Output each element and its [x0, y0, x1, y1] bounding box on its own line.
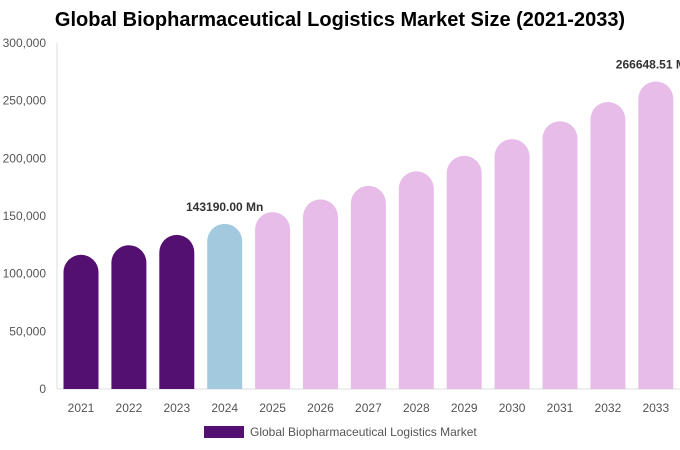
bar-2023 — [159, 234, 195, 389]
x-tick-label: 2032 — [595, 401, 622, 415]
bar-2033 — [638, 81, 674, 389]
x-tick-label: 2028 — [403, 401, 430, 415]
x-tick-label: 2030 — [499, 401, 526, 415]
y-tick-label: 100,000 — [3, 267, 47, 281]
bar-2025 — [255, 212, 291, 389]
chart-title: Global Biopharmaceutical Logistics Marke… — [54, 9, 626, 31]
data-label: 143190.00 Mn — [186, 200, 263, 214]
x-tick-label: 2033 — [642, 401, 669, 415]
y-tick-label: 0 — [39, 382, 46, 396]
bar-2032 — [590, 102, 626, 390]
bar-2028 — [398, 171, 434, 389]
legend-swatch — [204, 426, 244, 438]
bar-2027 — [350, 185, 386, 389]
bar-chart: 0 50,000 100,000 150,000 200,000 250,000 300,0… — [3, 36, 680, 415]
bar-2021 — [63, 254, 99, 389]
x-tick-label: 2025 — [259, 401, 286, 415]
bar-2031 — [542, 121, 578, 390]
y-tick-label: 50,000 — [9, 324, 46, 338]
x-tick-label: 2026 — [307, 401, 334, 415]
bar-2026 — [303, 199, 338, 389]
x-tick-label: 2029 — [451, 401, 478, 415]
y-tick-label: 150,000 — [3, 209, 47, 223]
x-tick-label: 2021 — [68, 401, 95, 415]
data-label: 266648.51 Mn — [616, 57, 680, 71]
x-tick-label: 2031 — [547, 401, 574, 415]
y-tick-label: 200,000 — [3, 151, 47, 165]
bar-2022 — [111, 245, 147, 389]
x-tick-label: 2022 — [116, 401, 143, 415]
legend-label: Global Biopharmaceutical Logistics Marke… — [250, 425, 477, 439]
x-tick-label: 2023 — [163, 401, 190, 415]
bar-2030 — [494, 139, 530, 389]
bar-2024 — [207, 223, 243, 389]
legend: Global Biopharmaceutical Logistics Marke… — [204, 425, 477, 439]
y-tick-label: 250,000 — [3, 94, 47, 108]
x-tick-label: 2027 — [355, 401, 382, 415]
y-tick-label: 300,000 — [3, 36, 47, 50]
x-tick-label: 2024 — [211, 401, 238, 415]
bar-2029 — [446, 155, 482, 389]
